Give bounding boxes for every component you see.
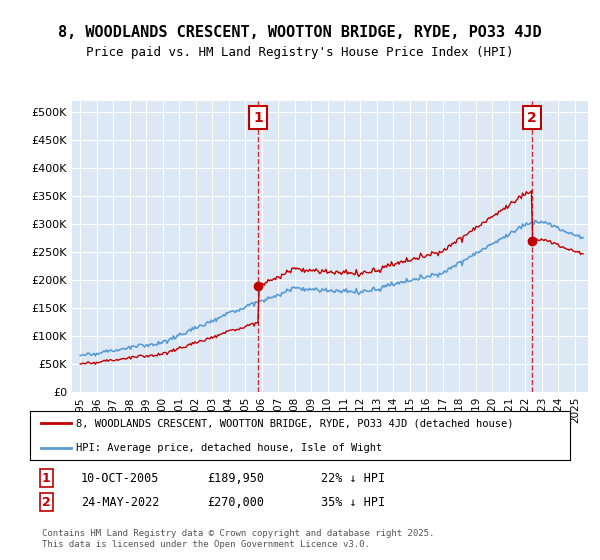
Text: 24-MAY-2022: 24-MAY-2022 [81,496,160,508]
Text: 1: 1 [253,111,263,124]
Text: 1: 1 [42,472,51,484]
Text: 10-OCT-2005: 10-OCT-2005 [81,472,160,484]
Text: 35% ↓ HPI: 35% ↓ HPI [321,496,385,508]
Text: 8, WOODLANDS CRESCENT, WOOTTON BRIDGE, RYDE, PO33 4JD: 8, WOODLANDS CRESCENT, WOOTTON BRIDGE, R… [58,25,542,40]
Text: £189,950: £189,950 [207,472,264,484]
Text: £270,000: £270,000 [207,496,264,508]
Text: 22% ↓ HPI: 22% ↓ HPI [321,472,385,484]
Text: 2: 2 [42,496,51,508]
Text: Price paid vs. HM Land Registry's House Price Index (HPI): Price paid vs. HM Land Registry's House … [86,46,514,59]
Text: Contains HM Land Registry data © Crown copyright and database right 2025.
This d: Contains HM Land Registry data © Crown c… [42,529,434,549]
Text: 8, WOODLANDS CRESCENT, WOOTTON BRIDGE, RYDE, PO33 4JD (detached house): 8, WOODLANDS CRESCENT, WOOTTON BRIDGE, R… [76,418,514,428]
Text: 2: 2 [527,111,536,124]
Text: HPI: Average price, detached house, Isle of Wight: HPI: Average price, detached house, Isle… [76,443,382,453]
